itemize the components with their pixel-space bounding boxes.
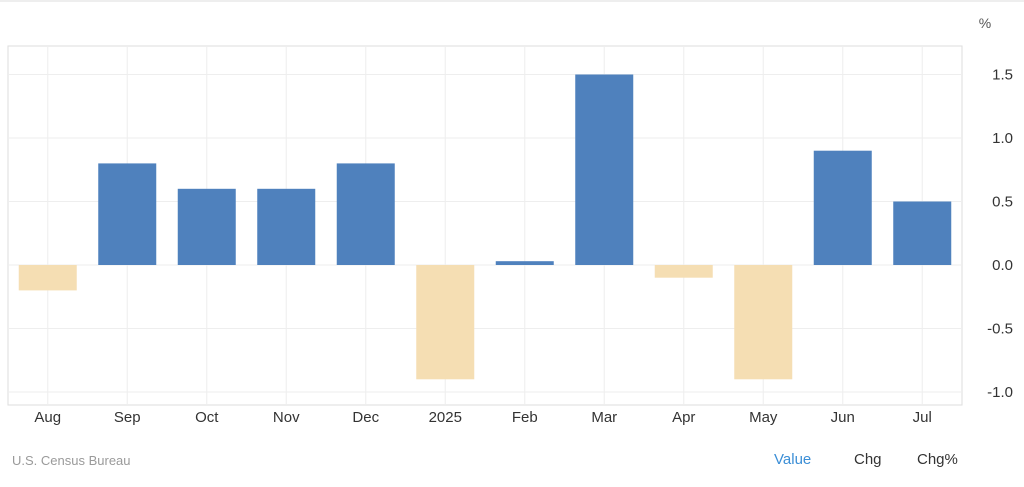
bar[interactable] (18, 265, 77, 291)
bar[interactable] (734, 265, 793, 380)
x-tick-label: Jul (913, 409, 932, 426)
bar-layer (18, 74, 952, 380)
x-tick-label: Nov (273, 409, 300, 426)
y-tick-label: -0.5 (987, 321, 1013, 338)
x-axis-labels: Aug Sep Oct Nov Dec 2025 Feb Mar Apr May Jun Jul (34, 409, 931, 426)
x-tick-label: Apr (672, 409, 695, 426)
y-axis-labels: 1.5 1.0 0.5 0.0 -0.5 -1.0 (987, 67, 1013, 402)
x-tick-label: Oct (195, 409, 219, 426)
bar[interactable] (177, 188, 236, 265)
bar[interactable] (336, 163, 395, 265)
bar[interactable] (257, 188, 316, 265)
x-tick-label: Sep (114, 409, 141, 426)
grid-layer (0, 0, 1024, 406)
view-tabs: Value Chg Chg% (764, 451, 1024, 473)
bar[interactable] (654, 265, 713, 278)
bar[interactable] (495, 261, 554, 265)
tab-chg[interactable]: Chg (854, 451, 882, 468)
bar[interactable] (813, 150, 872, 265)
y-tick-label: 0.0 (992, 257, 1013, 274)
source-label: U.S. Census Bureau (12, 453, 131, 468)
tab-chg-percent[interactable]: Chg% (917, 451, 958, 468)
y-tick-label: 1.0 (992, 130, 1013, 147)
bar[interactable] (575, 74, 634, 266)
y-axis-unit-label: % (979, 15, 991, 31)
x-tick-label: May (749, 409, 778, 426)
x-tick-label: Jun (831, 409, 855, 426)
y-tick-label: 1.5 (992, 67, 1013, 84)
y-tick-label: -1.0 (987, 384, 1013, 401)
x-tick-label: 2025 (429, 409, 462, 426)
x-tick-label: Dec (352, 409, 379, 426)
bar[interactable] (416, 265, 475, 380)
plot-frame (7, 45, 963, 406)
x-tick-label: Mar (591, 409, 617, 426)
y-tick-label: 0.5 (992, 194, 1013, 211)
x-tick-label: Aug (34, 409, 61, 426)
x-tick-label: Feb (512, 409, 538, 426)
bar[interactable] (98, 163, 157, 265)
tab-value[interactable]: Value (774, 451, 812, 468)
bar[interactable] (893, 201, 952, 266)
